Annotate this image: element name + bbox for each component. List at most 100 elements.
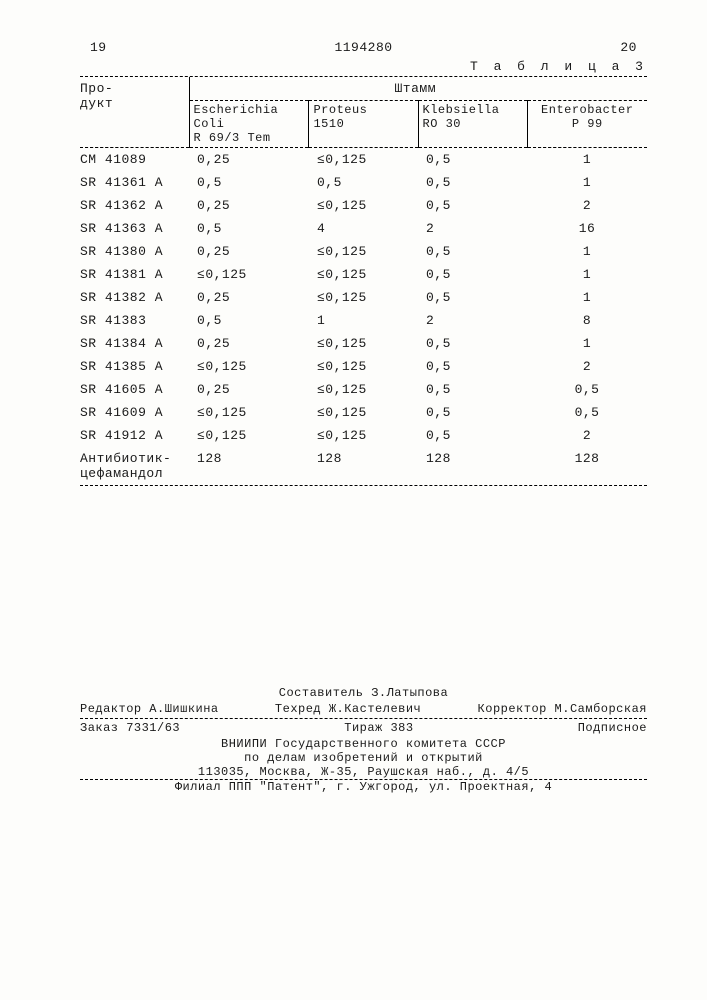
divider xyxy=(80,485,647,486)
table-row: SR 41362 A0,25≤0,1250,52 xyxy=(80,194,647,217)
techred: Техред Ж.Кастелевич xyxy=(275,702,421,716)
col-header-1: Proteus 1510 xyxy=(309,101,418,148)
table-row: SR 41609 A≤0,125≤0,1250,50,5 xyxy=(80,401,647,424)
table-row: CM 410890,25≤0,1250,51 xyxy=(80,148,647,172)
table-row: SR 41361 A0,50,50,51 xyxy=(80,171,647,194)
cell: ≤0,125 xyxy=(309,332,418,355)
order-num: Заказ 7331/63 xyxy=(80,721,180,735)
cell: 0,5 xyxy=(418,332,527,355)
org-line-1: ВНИИПИ Государственного комитета СССР xyxy=(80,737,647,751)
cell: 128 xyxy=(418,447,527,485)
cell: 1 xyxy=(527,148,647,172)
cell: ≤0,125 xyxy=(309,194,418,217)
data-table: Про- дукт Штамм Escherichia Coli R 69/3 … xyxy=(80,77,647,485)
cell: 0,25 xyxy=(189,194,309,217)
table-row: SR 41385 A≤0,125≤0,1250,52 xyxy=(80,355,647,378)
cell: 4 xyxy=(309,217,418,240)
cell: 1 xyxy=(527,171,647,194)
cell: ≤0,125 xyxy=(309,148,418,172)
cell: 0,5 xyxy=(418,286,527,309)
cell: ≤0,125 xyxy=(189,424,309,447)
col-header-0: Escherichia Coli R 69/3 Tem xyxy=(189,101,309,148)
cell: 0,5 xyxy=(189,217,309,240)
col-header-3: Enterobacter P 99 xyxy=(527,101,647,148)
cell: ≤0,125 xyxy=(309,424,418,447)
table-row: SR 41605 A0,25≤0,1250,50,5 xyxy=(80,378,647,401)
cell: 0,5 xyxy=(418,424,527,447)
row-label: SR 41609 A xyxy=(80,401,189,424)
doc-number: 1194280 xyxy=(334,40,392,55)
divider xyxy=(80,718,647,719)
row-label: CM 41089 xyxy=(80,148,189,172)
corrector: Корректор М.Самборская xyxy=(478,702,647,716)
addr-line: 113035, Москва, Ж-35, Раушская наб., д. … xyxy=(80,765,647,779)
editor: Редактор А.Шишкина xyxy=(80,702,219,716)
row-label: SR 41382 A xyxy=(80,286,189,309)
cell: 0,5 xyxy=(418,378,527,401)
cell: 0,5 xyxy=(309,171,418,194)
cell: 128 xyxy=(309,447,418,485)
row-label: SR 41381 A xyxy=(80,263,189,286)
compiler: Составитель З.Латыпова xyxy=(80,686,647,700)
table-body: CM 410890,25≤0,1250,51SR 41361 A0,50,50,… xyxy=(80,148,647,486)
cell: 0,5 xyxy=(189,171,309,194)
subscribed: Подписное xyxy=(578,721,647,735)
row-label: SR 41912 A xyxy=(80,424,189,447)
cell: 2 xyxy=(418,309,527,332)
cell: 2 xyxy=(418,217,527,240)
cell: 1 xyxy=(309,309,418,332)
cell: 0,25 xyxy=(189,332,309,355)
row-label: SR 41605 A xyxy=(80,378,189,401)
row-label: SR 41380 A xyxy=(80,240,189,263)
cell: ≤0,125 xyxy=(189,263,309,286)
table-head: Про- дукт Штамм Escherichia Coli R 69/3 … xyxy=(80,77,647,148)
cell: 0,5 xyxy=(527,378,647,401)
table-caption: Т а б л и ц а 3 xyxy=(80,59,647,74)
row-label: Антибиотик- цефамандол xyxy=(80,447,189,485)
cell: 0,25 xyxy=(189,378,309,401)
strain-header: Штамм xyxy=(189,77,647,101)
table-row: SR 41384 A0,25≤0,1250,51 xyxy=(80,332,647,355)
cell: 0,5 xyxy=(418,194,527,217)
table-row: SR 41363 A0,54216 xyxy=(80,217,647,240)
cell: 0,5 xyxy=(527,401,647,424)
table-row: SR 41912 A≤0,125≤0,1250,52 xyxy=(80,424,647,447)
page-left-num: 19 xyxy=(90,40,107,55)
cell: 128 xyxy=(189,447,309,485)
cell: 1 xyxy=(527,286,647,309)
cell: 0,25 xyxy=(189,286,309,309)
cell: 0,25 xyxy=(189,148,309,172)
cell: 0,5 xyxy=(418,401,527,424)
branch-line: Филиал ППП "Патент", г. Ужгород, ул. Про… xyxy=(80,780,647,794)
cell: 1 xyxy=(527,240,647,263)
cell: ≤0,125 xyxy=(309,355,418,378)
cell: ≤0,125 xyxy=(189,401,309,424)
cell: 0,5 xyxy=(418,263,527,286)
cell: 16 xyxy=(527,217,647,240)
cell: 128 xyxy=(527,447,647,485)
cell: ≤0,125 xyxy=(189,355,309,378)
cell: 1 xyxy=(527,332,647,355)
cell: 0,5 xyxy=(418,240,527,263)
col-header-2: Klebsiella RO 30 xyxy=(418,101,527,148)
row-label: SR 41363 A xyxy=(80,217,189,240)
table-row: SR 41382 A0,25≤0,1250,51 xyxy=(80,286,647,309)
cell: ≤0,125 xyxy=(309,263,418,286)
cell: 2 xyxy=(527,424,647,447)
cell: 0,5 xyxy=(418,171,527,194)
credits-block: Составитель З.Латыпова Редактор А.Шишкин… xyxy=(80,686,647,794)
row-label: SR 41383 xyxy=(80,309,189,332)
cell: ≤0,125 xyxy=(309,240,418,263)
cell: 0,5 xyxy=(189,309,309,332)
cell: ≤0,125 xyxy=(309,286,418,309)
row-label: SR 41384 A xyxy=(80,332,189,355)
cell: 1 xyxy=(527,263,647,286)
row-label: SR 41362 A xyxy=(80,194,189,217)
row-label: SR 41361 A xyxy=(80,171,189,194)
page-right-num: 20 xyxy=(620,40,637,55)
page-header: 19 1194280 20 xyxy=(80,40,647,55)
cell: 0,25 xyxy=(189,240,309,263)
org-line-2: по делам изобретений и открытий xyxy=(80,751,647,765)
cell: ≤0,125 xyxy=(309,401,418,424)
row-label: SR 41385 A xyxy=(80,355,189,378)
